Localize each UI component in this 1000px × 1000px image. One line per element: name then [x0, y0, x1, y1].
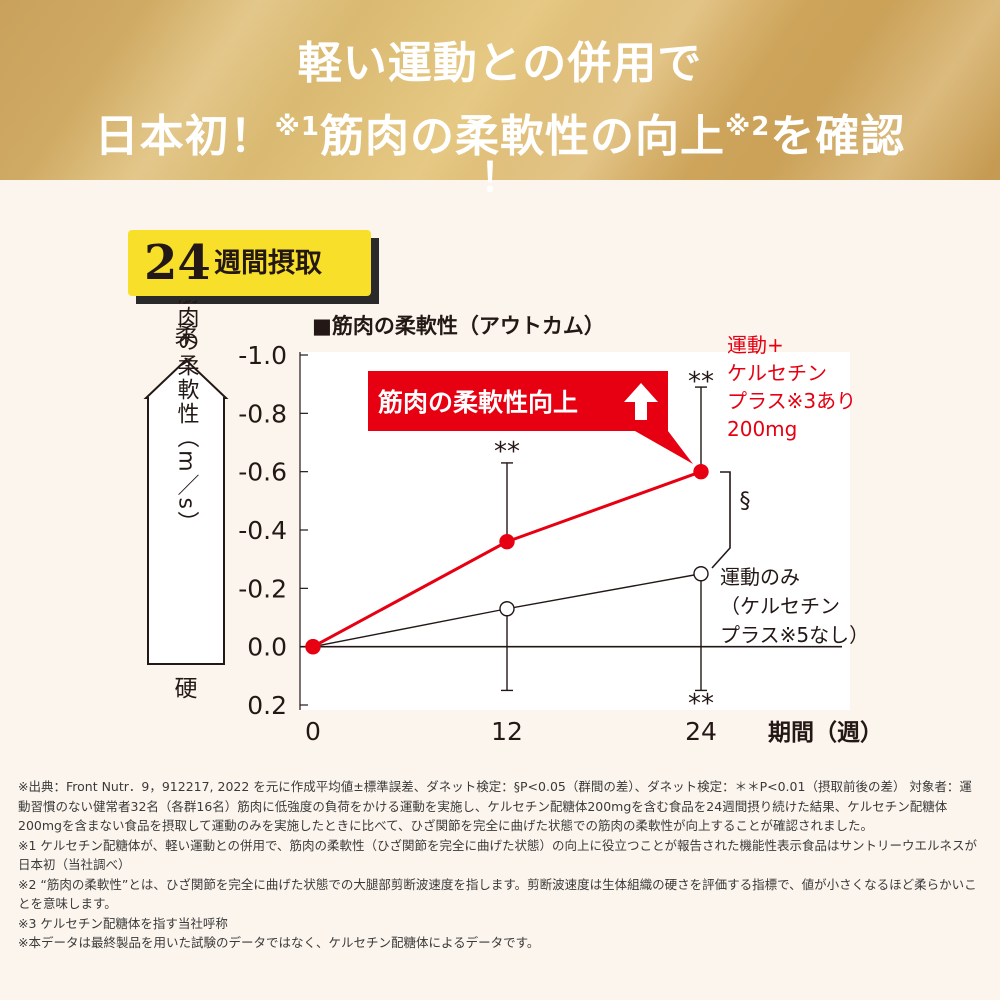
y-tick-label: 0.0: [247, 633, 287, 662]
footnotes: ※出典：Front Nutr．9，912217, 2022 を元に作成平均値±標…: [18, 777, 984, 953]
y-axis-label: Δ筋肉の柔軟性（m／s）: [174, 300, 200, 535]
headline-line3: ！: [480, 155, 520, 201]
footnote: ※出典：Front Nutr．9，912217, 2022 を元に作成平均値±標…: [18, 779, 972, 833]
data-point: [499, 601, 515, 617]
data-point: [693, 463, 709, 480]
series-label-red: プラス※3あり: [727, 389, 856, 413]
significance-mark: **: [688, 689, 714, 719]
header-banner: 軽い運動との併用で 日本初！※1筋肉の柔軟性の向上※2を確認: [0, 0, 1000, 180]
headline-part: 日本初！: [94, 111, 275, 162]
up-arrow-icon: [624, 383, 658, 420]
significance-bracket: [711, 471, 731, 569]
y-tick-label: -1.0: [238, 341, 287, 370]
y-tick-label: -0.6: [238, 458, 287, 487]
series-label-black: 運動のみ: [720, 565, 800, 589]
footnote: ※本データは最終製品を用いた試験のデータではなく、ケルセチン配糖体によるデータで…: [18, 935, 540, 950]
series-label-red: 運動+: [727, 333, 784, 357]
x-tick-label: 12: [491, 717, 523, 746]
chart-title: ■筋肉の柔軟性（アウトカム）: [312, 314, 605, 338]
callout-text: 筋肉の柔軟性向上: [378, 388, 578, 417]
headline-line2: 日本初！※1筋肉の柔軟性の向上※2を確認: [0, 99, 1000, 165]
series-label-black: （ケルセチン: [720, 594, 840, 618]
headline-part: を確認: [770, 111, 906, 162]
footnote-ref: ※1: [274, 112, 320, 142]
series-label-black: プラス※5なし）: [720, 623, 869, 647]
significance-mark: **: [494, 437, 520, 467]
headline-part: 筋肉の柔軟性の向上: [320, 111, 725, 162]
data-point: [693, 566, 709, 582]
data-point: [305, 638, 321, 655]
badge-text: 週間摂取: [214, 248, 322, 279]
y-tick-label: -0.2: [238, 574, 287, 603]
x-tick-label: 0: [305, 717, 321, 746]
callout-box: [368, 371, 693, 464]
footnote: ※2 “筋肉の柔軟性”とは、ひざ関節を完全に曲げた状態での大腿部剪断波速度を指し…: [18, 876, 977, 912]
y-tick-label: 0.2: [247, 691, 287, 720]
badge-number: 24: [144, 235, 211, 291]
y-top-label: 柔: [175, 322, 198, 348]
series-label-red: ケルセチン: [727, 361, 827, 385]
footnote: ※3 ケルセチン配糖体を指す当社呼称: [18, 915, 228, 931]
footnote-ref: ※2: [725, 112, 771, 142]
data-point: [499, 533, 515, 550]
bracket-label: §: [740, 489, 751, 514]
significance-mark: **: [688, 367, 714, 397]
intake-badge: 24 週間摂取: [128, 230, 371, 296]
series-label-red: 200mg: [727, 417, 797, 441]
x-tick-label: 24: [685, 717, 717, 746]
y-axis-arrow: [143, 358, 229, 665]
footnote: ※1 ケルセチン配糖体が、軽い運動との併用で、筋肉の柔軟性（ひざ関節を完全に曲げ…: [18, 837, 978, 873]
y-tick-label: -0.8: [238, 399, 287, 428]
headline-line1: 軽い運動との併用で: [297, 38, 703, 89]
y-tick-label: -0.4: [238, 516, 287, 545]
y-bottom-label: 硬: [175, 676, 198, 702]
flexibility-chart: ■筋肉の柔軟性（アウトカム） -1.0 -0.8 -0.6 -0.4 -0.2 0.0 0.2…: [143, 300, 883, 746]
x-axis-label: 期間（週）: [768, 719, 883, 746]
